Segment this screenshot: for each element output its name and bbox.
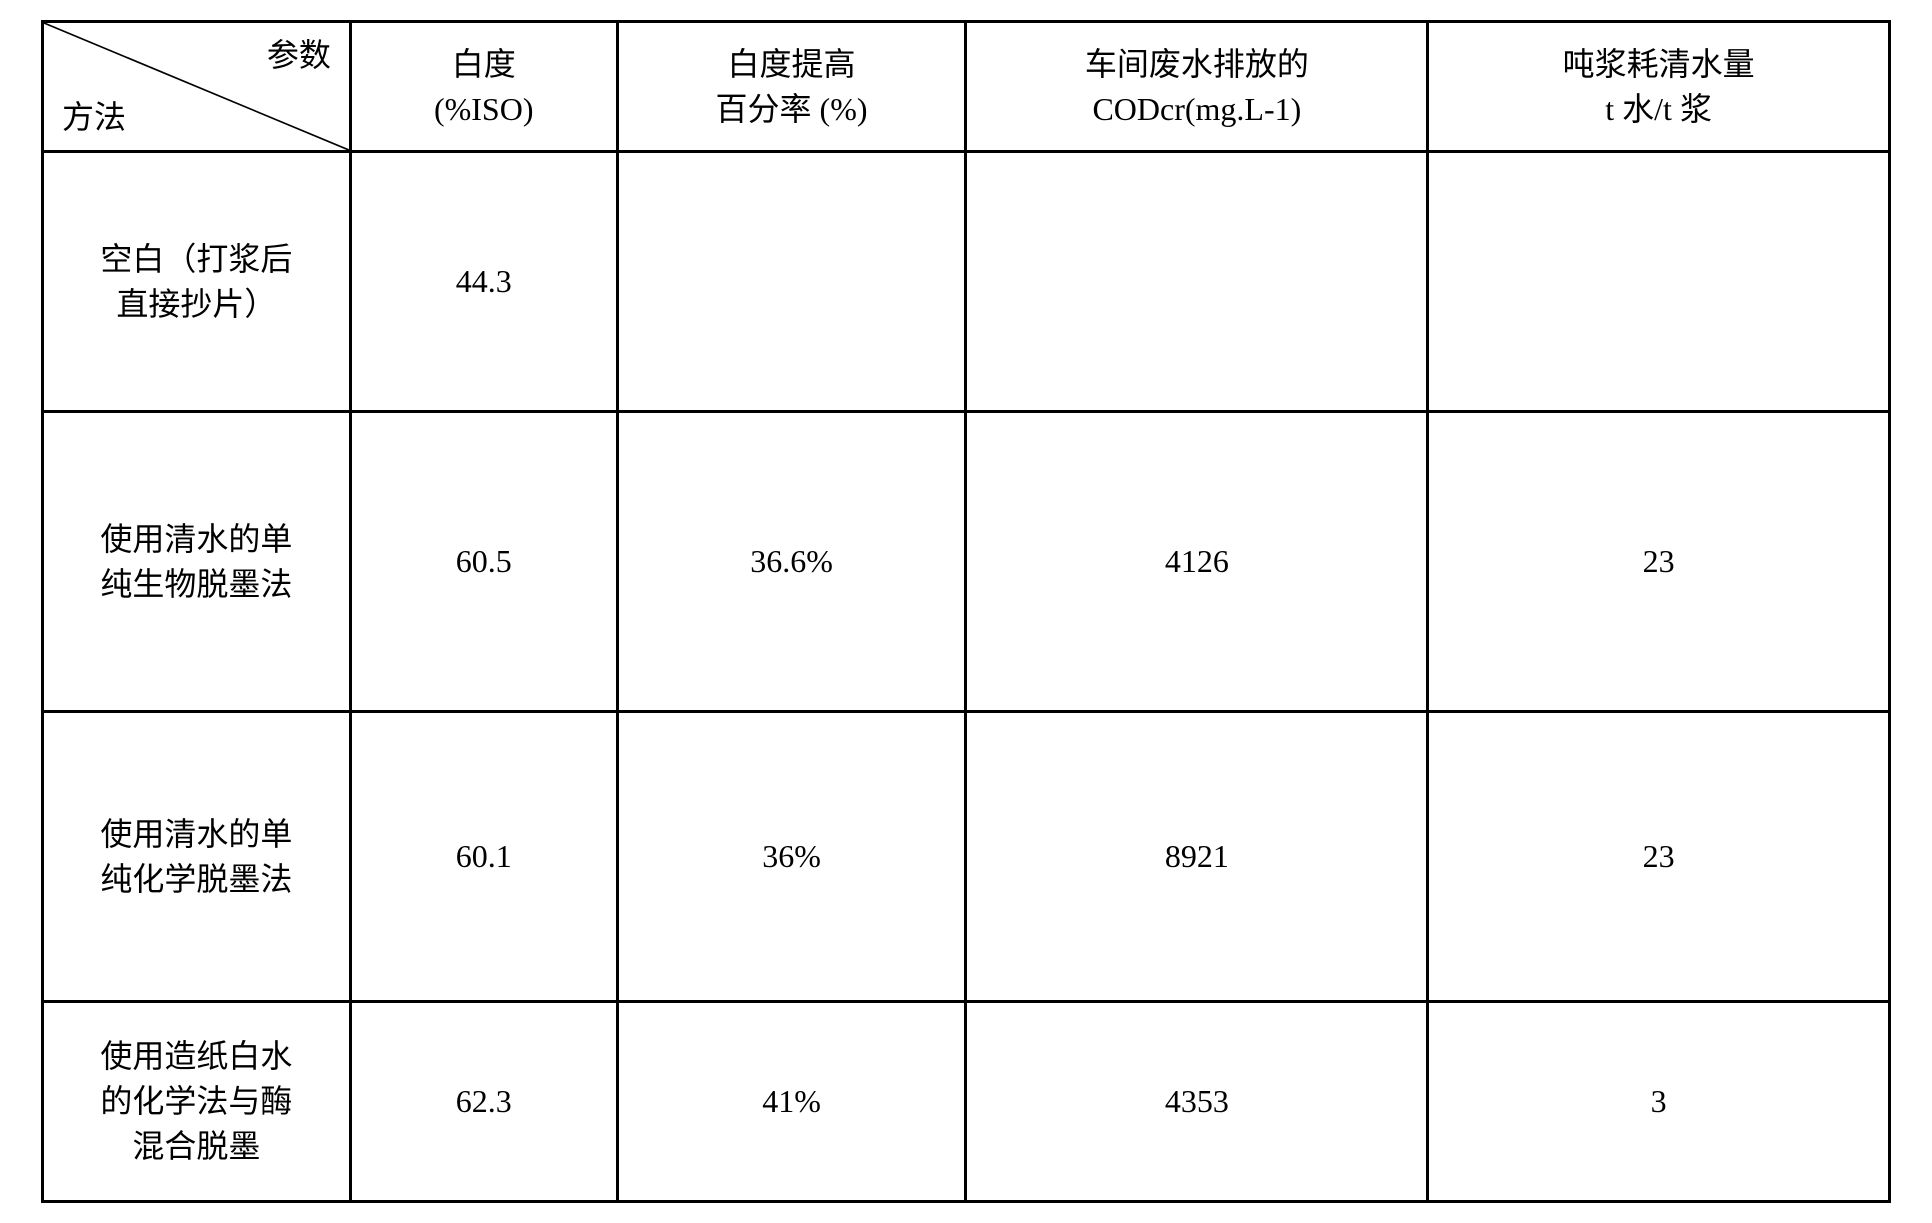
cod-cell xyxy=(966,152,1428,412)
table-row: 使用清水的单 纯生物脱墨法 60.5 36.6% 4126 23 xyxy=(43,412,1890,712)
header-text: 吨浆耗清水量 xyxy=(1563,46,1755,82)
method-text: 混合脱墨 xyxy=(132,1128,260,1164)
water-cell xyxy=(1428,152,1890,412)
method-cell: 空白（打浆后 直接抄片） xyxy=(43,152,351,412)
improvement-cell: 41% xyxy=(617,1002,966,1202)
header-text: 百分率 (%) xyxy=(716,91,868,127)
method-text: 使用清水的单 xyxy=(100,816,292,852)
cod-cell: 4353 xyxy=(966,1002,1428,1202)
col-header-whiteness: 白度 (%ISO) xyxy=(350,22,617,152)
method-cell: 使用造纸白水 的化学法与酶 混合脱墨 xyxy=(43,1002,351,1202)
method-cell: 使用清水的单 纯化学脱墨法 xyxy=(43,712,351,1002)
col-header-improvement: 白度提高 百分率 (%) xyxy=(617,22,966,152)
method-text: 纯化学脱墨法 xyxy=(100,861,292,897)
method-text: 空白（打浆后 xyxy=(100,241,292,277)
cod-cell: 8921 xyxy=(966,712,1428,1002)
table-row: 空白（打浆后 直接抄片） 44.3 xyxy=(43,152,1890,412)
header-text: 白度 xyxy=(452,46,516,82)
improvement-cell xyxy=(617,152,966,412)
data-table: 参数 方法 白度 (%ISO) 白度提高 百分率 (%) 车间废水排放的 COD… xyxy=(41,20,1891,1203)
water-cell: 3 xyxy=(1428,1002,1890,1202)
cod-cell: 4126 xyxy=(966,412,1428,712)
table-row: 使用清水的单 纯化学脱墨法 60.1 36% 8921 23 xyxy=(43,712,1890,1002)
whiteness-cell: 60.5 xyxy=(350,412,617,712)
method-text: 直接抄片） xyxy=(116,286,276,322)
water-cell: 23 xyxy=(1428,412,1890,712)
method-text: 的化学法与酶 xyxy=(100,1083,292,1119)
table-container: 参数 方法 白度 (%ISO) 白度提高 百分率 (%) 车间废水排放的 COD… xyxy=(41,20,1891,1203)
header-text: t 水/t 浆 xyxy=(1605,91,1712,127)
col-header-cod: 车间废水排放的 CODcr(mg.L-1) xyxy=(966,22,1428,152)
param-label: 参数 xyxy=(267,33,331,78)
method-text: 使用造纸白水 xyxy=(100,1038,292,1074)
header-text: (%ISO) xyxy=(434,91,534,127)
improvement-cell: 36% xyxy=(617,712,966,1002)
header-text: 白度提高 xyxy=(728,46,856,82)
method-text: 纯生物脱墨法 xyxy=(100,566,292,602)
water-cell: 23 xyxy=(1428,712,1890,1002)
whiteness-cell: 62.3 xyxy=(350,1002,617,1202)
whiteness-cell: 60.1 xyxy=(350,712,617,1002)
whiteness-cell: 44.3 xyxy=(350,152,617,412)
header-text: 车间废水排放的 xyxy=(1085,46,1309,82)
method-cell: 使用清水的单 纯生物脱墨法 xyxy=(43,412,351,712)
col-header-water: 吨浆耗清水量 t 水/t 浆 xyxy=(1428,22,1890,152)
diagonal-header-cell: 参数 方法 xyxy=(43,22,351,152)
improvement-cell: 36.6% xyxy=(617,412,966,712)
header-text: CODcr(mg.L-1) xyxy=(1092,91,1301,127)
method-text: 使用清水的单 xyxy=(100,521,292,557)
header-row: 参数 方法 白度 (%ISO) 白度提高 百分率 (%) 车间废水排放的 COD… xyxy=(43,22,1890,152)
table-row: 使用造纸白水 的化学法与酶 混合脱墨 62.3 41% 4353 3 xyxy=(43,1002,1890,1202)
method-label: 方法 xyxy=(62,95,126,140)
